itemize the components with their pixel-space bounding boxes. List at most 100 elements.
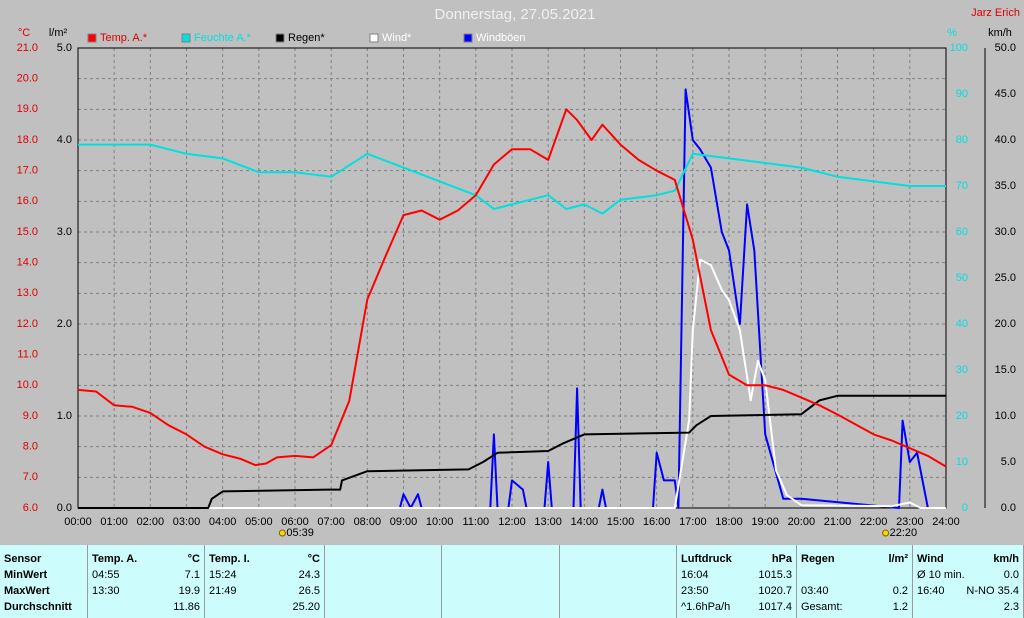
y-tick-label: 18.0 — [17, 134, 38, 146]
cell-text: km/h — [993, 553, 1019, 565]
y3-tick-label: 0 — [962, 502, 968, 514]
y2-tick-label: 4.0 — [57, 134, 72, 146]
x-tick-label: 03:00 — [173, 516, 201, 528]
legend-label: Temp. A.* — [100, 32, 148, 44]
cell-text: 04:55 — [92, 569, 120, 581]
table-cell: ^1.6hPa/h 1017.4 — [681, 601, 792, 617]
table-cell: Durchschnitt — [4, 601, 83, 617]
table-cell — [329, 601, 437, 617]
x-tick-label: 10:00 — [426, 516, 454, 528]
y4-tick-label: 15.0 — [995, 364, 1016, 376]
sun-icon — [278, 529, 286, 537]
y3-tick-label: 90 — [956, 88, 968, 100]
x-tick-label: 12:00 — [498, 516, 526, 528]
table-cell: 03:40 0.2 — [801, 585, 908, 601]
cell-text: 26.5 — [298, 585, 320, 597]
y3-tick-label: 60 — [956, 226, 968, 238]
table-cell: 16:40 N-NO 35.4 — [917, 585, 1019, 601]
x-tick-label: 00:00 — [64, 516, 92, 528]
table-cell: 13:30 19.9 — [92, 585, 200, 601]
table-cell — [564, 553, 672, 569]
cell-text: N-NO 35.4 — [966, 585, 1019, 597]
sun-label: 22:20 — [890, 527, 918, 539]
y-tick-label: 9.0 — [23, 410, 38, 422]
y-tick-label: 11.0 — [17, 349, 38, 361]
y-tick-label: 16.0 — [17, 195, 38, 207]
cell-text: 1020.7 — [758, 585, 792, 597]
cell-text: Temp. I. — [209, 553, 250, 565]
table-cell — [564, 569, 672, 585]
table-cell — [329, 569, 437, 585]
legend-swatch — [87, 33, 97, 43]
cell-text: Regen — [801, 553, 835, 565]
y-tick-label: 13.0 — [17, 287, 38, 299]
x-tick-label: 01:00 — [100, 516, 128, 528]
series-line — [78, 394, 946, 509]
legend-swatch — [369, 33, 379, 43]
y4-tick-label: 25.0 — [995, 272, 1016, 284]
table-cell — [329, 585, 437, 601]
x-tick-label: 23:00 — [896, 516, 924, 528]
y4-tick-label: 0.0 — [1001, 502, 1016, 514]
cell-text: l/m² — [888, 553, 908, 565]
table-cell — [446, 601, 555, 617]
cell-text: Ø 10 min. — [917, 569, 965, 581]
series-line — [78, 258, 946, 509]
y-tick-label: 12.0 — [17, 318, 38, 330]
cell-text: 0.0 — [1003, 569, 1019, 581]
y4-unit: km/h — [988, 27, 1012, 39]
table-column: Regen l/m² 03:40 0.2 Gesamt: 1.2 — [797, 545, 913, 618]
table-cell — [329, 553, 437, 569]
y-unit: °C — [18, 27, 30, 39]
legend-swatch — [463, 33, 473, 43]
y3-tick-label: 50 — [956, 272, 968, 284]
x-tick-label: 02:00 — [137, 516, 165, 528]
cell-text: 03:40 — [801, 585, 829, 597]
table-cell: MinWert — [4, 569, 83, 585]
y-tick-label: 15.0 — [17, 226, 38, 238]
table-cell: 2.3 — [917, 601, 1019, 617]
y3-tick-label: 40 — [956, 318, 968, 330]
table-column — [442, 545, 560, 618]
x-tick-label: 05:00 — [245, 516, 273, 528]
y4-tick-label: 45.0 — [995, 88, 1016, 100]
table-cell: Gesamt: 1.2 — [801, 601, 908, 617]
table-cell: Temp. A. °C — [92, 553, 200, 569]
cell-text: Gesamt: — [801, 601, 843, 613]
cell-text: °C — [307, 553, 320, 565]
y3-tick-label: 20 — [956, 410, 968, 422]
x-tick-label: 13:00 — [534, 516, 562, 528]
cell-text: 24.3 — [298, 569, 320, 581]
y-tick-label: 10.0 — [17, 379, 38, 391]
x-tick-label: 22:00 — [860, 516, 888, 528]
cell-text: ^1.6hPa/h — [681, 601, 731, 613]
x-tick-label: 08:00 — [354, 516, 382, 528]
y4-tick-label: 35.0 — [995, 180, 1016, 192]
table-column — [325, 545, 442, 618]
x-tick-label: 16:00 — [643, 516, 671, 528]
cell-text: 1017.4 — [758, 601, 792, 613]
cell-text: 7.1 — [184, 569, 200, 581]
x-tick-label: 20:00 — [788, 516, 816, 528]
y3-tick-label: 70 — [956, 180, 968, 192]
x-tick-label: 24:00 — [932, 516, 960, 528]
cell-text: 19.9 — [178, 585, 200, 597]
y2-tick-label: 5.0 — [57, 42, 72, 54]
y2-tick-label: 3.0 — [57, 226, 72, 238]
table-cell: 04:55 7.1 — [92, 569, 200, 585]
x-tick-label: 19:00 — [751, 516, 779, 528]
table-cell: 16:04 1015.3 — [681, 569, 792, 585]
y4-tick-label: 5.0 — [1001, 456, 1016, 468]
y2-unit: l/m² — [49, 27, 68, 39]
cell-text: hPa — [771, 553, 792, 565]
table-column: Temp. I. °C 15:24 24.3 21:49 26.5 25.20 — [205, 545, 325, 618]
table-cell — [801, 569, 908, 585]
y-tick-label: 8.0 — [23, 441, 38, 453]
y4-tick-label: 20.0 — [995, 318, 1016, 330]
y-tick-label: 21.0 — [17, 42, 38, 54]
cell-text: 1.2 — [892, 601, 908, 613]
x-tick-label: 04:00 — [209, 516, 237, 528]
table-cell: 25.20 — [209, 601, 320, 617]
x-tick-label: 17:00 — [679, 516, 707, 528]
